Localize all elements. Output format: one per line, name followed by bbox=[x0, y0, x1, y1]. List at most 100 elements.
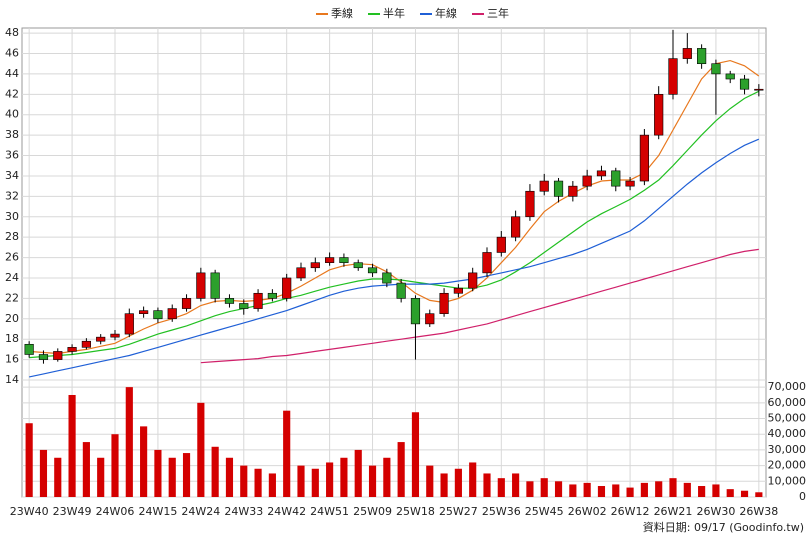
candle-body bbox=[439, 292, 449, 314]
volume-bar bbox=[712, 484, 720, 497]
x-tick-label: 23W40 bbox=[10, 505, 49, 518]
volume-bar bbox=[154, 449, 162, 497]
candle-body bbox=[253, 292, 263, 309]
y-tick-label: 28 bbox=[5, 230, 19, 243]
volume-bar bbox=[225, 457, 234, 497]
y2-tick-label: 60,000 bbox=[768, 396, 807, 409]
volume-bar bbox=[426, 465, 434, 497]
y-tick-label: 16 bbox=[5, 353, 19, 366]
volume-bar bbox=[182, 453, 191, 497]
price-panel bbox=[21, 27, 767, 381]
x-tick-label: 24W51 bbox=[310, 505, 349, 518]
candle-body bbox=[353, 262, 363, 269]
volume-bar bbox=[97, 457, 105, 497]
x-tick-label: 24W15 bbox=[138, 505, 177, 518]
volume-bar bbox=[311, 468, 319, 497]
candle-body bbox=[425, 313, 435, 325]
source-note: 資料日期: 09/17 (Goodinfo.tw) bbox=[643, 520, 804, 534]
candle-body bbox=[181, 298, 192, 309]
candle-body bbox=[754, 88, 764, 91]
volume-bar bbox=[597, 486, 606, 497]
y-tick-label: 26 bbox=[5, 251, 19, 264]
volume-bar bbox=[326, 462, 334, 497]
candle-body bbox=[310, 262, 320, 269]
candle-body bbox=[38, 354, 49, 360]
candle-body bbox=[53, 351, 63, 360]
volume-bar bbox=[540, 478, 548, 497]
volume-bar bbox=[526, 481, 534, 497]
candle-body bbox=[711, 63, 721, 75]
candle-body bbox=[453, 287, 463, 294]
candle-body bbox=[139, 310, 149, 314]
candle-body bbox=[482, 252, 492, 274]
legend-label: 季線 bbox=[331, 6, 353, 20]
y-tick-label: 18 bbox=[5, 332, 19, 345]
volume-bar bbox=[683, 482, 691, 497]
volume-bar bbox=[512, 473, 520, 497]
volume-bar bbox=[569, 484, 577, 497]
y-tick-label: 36 bbox=[5, 149, 19, 162]
volume-bar bbox=[211, 446, 219, 497]
volume-bar bbox=[669, 478, 677, 497]
candle-body bbox=[396, 282, 406, 299]
candle-body bbox=[124, 313, 134, 335]
candle-body bbox=[539, 180, 549, 192]
volume-bar bbox=[726, 489, 734, 497]
candle-body bbox=[582, 175, 592, 187]
y2-tick-label: 50,000 bbox=[768, 412, 807, 425]
volume-bar bbox=[368, 465, 377, 497]
volume-bar bbox=[340, 457, 348, 497]
candle-body bbox=[210, 272, 220, 299]
volume-bar bbox=[469, 462, 477, 497]
candle-body bbox=[239, 303, 249, 309]
x-tick-label: 26W02 bbox=[568, 505, 607, 518]
volume-bar bbox=[268, 473, 276, 497]
x-tick-label: 24W33 bbox=[224, 505, 263, 518]
candle-body bbox=[24, 343, 34, 355]
candle-body bbox=[568, 185, 578, 197]
candle-body bbox=[654, 94, 664, 136]
volume-bar bbox=[583, 482, 591, 497]
y-tick-label: 46 bbox=[5, 47, 19, 60]
candle-body bbox=[682, 48, 692, 59]
candle-body bbox=[296, 267, 306, 279]
volume-bar bbox=[111, 434, 119, 497]
candle-body bbox=[468, 272, 478, 289]
candle-body bbox=[110, 333, 120, 338]
y2-tick-label: 70,000 bbox=[768, 380, 807, 393]
volume-bar bbox=[283, 410, 291, 497]
legend-label: 半年 bbox=[383, 6, 405, 20]
candle-body bbox=[196, 272, 206, 299]
candle-body bbox=[697, 48, 707, 65]
volume-bar bbox=[655, 481, 663, 497]
volume-bar bbox=[82, 442, 90, 497]
x-tick-label: 25W09 bbox=[353, 505, 392, 518]
candle-body bbox=[668, 58, 678, 95]
volume-bar bbox=[755, 492, 763, 497]
candle-body bbox=[410, 298, 421, 325]
volume-panel bbox=[21, 379, 767, 498]
x-tick-label: 25W27 bbox=[439, 505, 478, 518]
candle-body bbox=[167, 308, 177, 320]
volume-bar bbox=[240, 465, 248, 497]
y-tick-label: 14 bbox=[5, 373, 19, 386]
volume-bar bbox=[297, 465, 305, 497]
candle-body bbox=[382, 272, 392, 284]
x-tick-label: 25W18 bbox=[396, 505, 435, 518]
volume-bar bbox=[125, 387, 133, 497]
volume-bar bbox=[140, 426, 148, 497]
y-tick-label: 24 bbox=[5, 271, 19, 284]
volume-bar bbox=[698, 486, 706, 497]
y-tick-label: 34 bbox=[5, 169, 19, 182]
volume-bar bbox=[640, 482, 648, 497]
candle-body bbox=[625, 180, 635, 187]
x-tick-label: 26W21 bbox=[654, 505, 693, 518]
candle-body bbox=[525, 190, 535, 218]
volume-bar bbox=[354, 449, 362, 497]
volume-bar bbox=[68, 394, 76, 497]
volume-bar bbox=[612, 484, 620, 497]
y-tick-label: 48 bbox=[5, 26, 19, 39]
candle-body bbox=[267, 292, 277, 299]
legend-label: 三年 bbox=[487, 6, 509, 20]
